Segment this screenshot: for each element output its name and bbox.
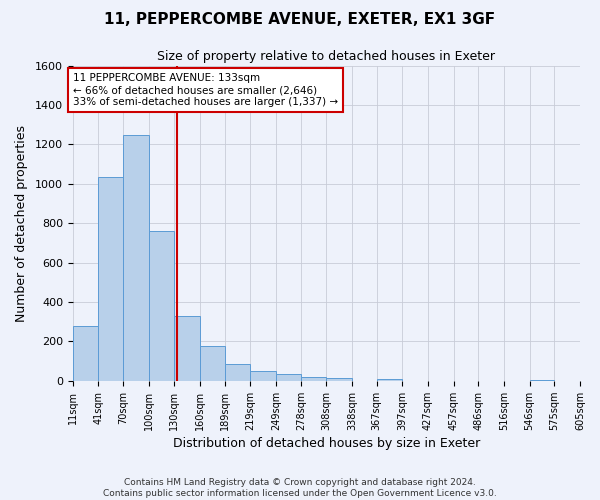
Bar — [326, 378, 352, 381]
Y-axis label: Number of detached properties: Number of detached properties — [15, 124, 28, 322]
Bar — [200, 346, 225, 381]
Bar — [225, 364, 250, 381]
Bar — [98, 177, 123, 381]
Bar — [175, 316, 200, 381]
Bar — [530, 380, 554, 381]
Text: Contains HM Land Registry data © Crown copyright and database right 2024.
Contai: Contains HM Land Registry data © Crown c… — [103, 478, 497, 498]
Bar — [123, 134, 149, 381]
Text: 11 PEPPERCOMBE AVENUE: 133sqm
← 66% of detached houses are smaller (2,646)
33% o: 11 PEPPERCOMBE AVENUE: 133sqm ← 66% of d… — [73, 74, 338, 106]
Bar — [250, 371, 276, 381]
X-axis label: Distribution of detached houses by size in Exeter: Distribution of detached houses by size … — [173, 437, 480, 450]
Bar — [377, 379, 403, 381]
Bar — [276, 374, 301, 381]
Bar — [149, 231, 175, 381]
Bar — [301, 377, 326, 381]
Title: Size of property relative to detached houses in Exeter: Size of property relative to detached ho… — [157, 50, 496, 63]
Text: 11, PEPPERCOMBE AVENUE, EXETER, EX1 3GF: 11, PEPPERCOMBE AVENUE, EXETER, EX1 3GF — [104, 12, 496, 28]
Bar — [73, 326, 98, 381]
